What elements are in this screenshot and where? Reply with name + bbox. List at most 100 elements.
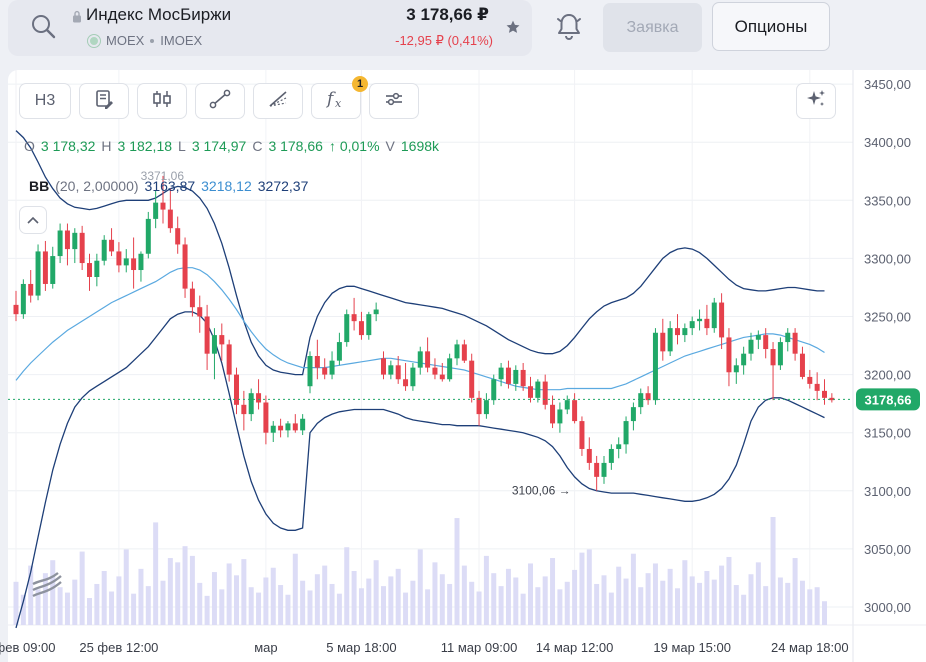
search-icon[interactable]: [30, 13, 56, 44]
volume-bar: [307, 590, 313, 625]
order-button[interactable]: Заявка: [603, 3, 702, 52]
low-label: L: [178, 138, 186, 154]
candle-body: [513, 369, 519, 384]
volume-bar: [344, 547, 350, 625]
volume-bar: [608, 592, 614, 625]
volume-bar: [483, 555, 489, 625]
volume-bar: [351, 571, 357, 625]
volume-bar: [689, 576, 695, 625]
candle-body: [138, 253, 144, 271]
candle-body: [454, 344, 460, 359]
volume-bar: [50, 560, 56, 625]
volume-bar: [388, 576, 394, 625]
volume-bar: [292, 553, 298, 625]
separator-dot: [150, 38, 155, 43]
candle-body: [579, 421, 585, 449]
candle-body: [256, 393, 262, 403]
ticker-card[interactable]: Индекс МосБиржи MOEX IMOEX 3 178,66 ₽ -1…: [8, 0, 532, 56]
settings-icon: [383, 89, 405, 114]
candle-body: [505, 367, 511, 384]
volume-bar: [447, 583, 453, 625]
volume-bar: [167, 558, 173, 625]
candle-body: [711, 302, 717, 329]
candle-body: [285, 423, 291, 431]
candle-body: [697, 318, 703, 322]
price-change: -12,95 ₽ (0,41%): [395, 33, 493, 48]
chevron-up-icon: [27, 211, 39, 229]
candle-body: [483, 400, 489, 415]
candle-body: [226, 344, 232, 375]
chart-type-button[interactable]: [137, 83, 187, 119]
bell-icon[interactable]: [556, 12, 582, 47]
y-tick-label: 3050,00: [864, 542, 911, 557]
options-button[interactable]: Опционы: [712, 2, 830, 51]
candle-body: [520, 369, 526, 387]
volume-bar: [630, 553, 636, 625]
low-annotation: 3100,06 →: [512, 484, 571, 498]
candle-body: [351, 314, 357, 322]
candle-body: [439, 374, 445, 380]
ai-assistant-button[interactable]: [796, 83, 836, 119]
candle-body: [469, 360, 475, 398]
volume-bar: [87, 598, 92, 625]
notes-button[interactable]: [79, 83, 129, 119]
x-tick-label: мар: [254, 640, 277, 655]
chart-settings-button[interactable]: [369, 83, 419, 119]
volume-bar: [535, 587, 541, 625]
bb-upper-line: [15, 130, 825, 376]
volume-bar: [94, 583, 100, 625]
collapse-legend-button[interactable]: [19, 206, 47, 234]
candle-body: [667, 328, 673, 352]
indicator-legend[interactable]: BB (20, 2,00000) 3163,87 3218,12 3272,37: [29, 178, 308, 194]
candle-body: [417, 351, 423, 368]
instrument-subtitle: MOEX IMOEX: [88, 33, 202, 48]
volume-bar: [807, 589, 813, 625]
sparkle-icon: [805, 88, 827, 115]
volume-bar: [270, 567, 276, 625]
star-icon[interactable]: [505, 19, 521, 40]
candle-body: [87, 263, 92, 277]
candle-body: [241, 404, 247, 415]
drawing-button[interactable]: [253, 83, 303, 119]
candle-body: [432, 367, 438, 375]
candles-icon: [151, 89, 173, 114]
notes-icon: [94, 89, 114, 114]
high-annotation: 3371,06: [141, 169, 185, 183]
volume-bar: [638, 587, 644, 625]
candle-body: [461, 344, 467, 361]
candle-body: [535, 381, 541, 398]
candle-body: [204, 316, 210, 354]
candle-body: [344, 314, 350, 343]
interval-button[interactable]: Н3: [19, 83, 71, 119]
volume-bar: [381, 586, 386, 625]
volume-bar: [175, 562, 181, 625]
candle-body: [219, 335, 225, 345]
candle-body: [763, 335, 769, 350]
chart-overlays: 3178,66 3100,06 → 3371,06: [8, 169, 920, 498]
candle-body: [153, 202, 159, 219]
candle-body: [741, 353, 747, 366]
candle-body: [601, 462, 607, 477]
volume-bar: [586, 549, 592, 625]
volume-bar: [461, 565, 467, 625]
trendline-button[interactable]: [195, 83, 245, 119]
candle-body: [167, 209, 173, 229]
volume-bar: [322, 565, 328, 625]
volume-bar: [623, 578, 629, 625]
volume-bar: [395, 568, 401, 625]
volume-bar: [513, 577, 519, 625]
volume-bar: [594, 583, 600, 625]
x-tick-label: 24 мар 18:00: [771, 640, 849, 655]
volume-bar: [189, 555, 195, 625]
candle-body: [28, 283, 34, 296]
candle-body: [476, 397, 482, 415]
candle-body: [94, 260, 100, 277]
volume-bar: [469, 581, 475, 625]
volume-bar: [300, 580, 306, 625]
volume-bar: [109, 591, 115, 625]
candle-body: [329, 360, 335, 375]
volume-bar: [777, 577, 783, 625]
candle-body: [35, 251, 41, 296]
